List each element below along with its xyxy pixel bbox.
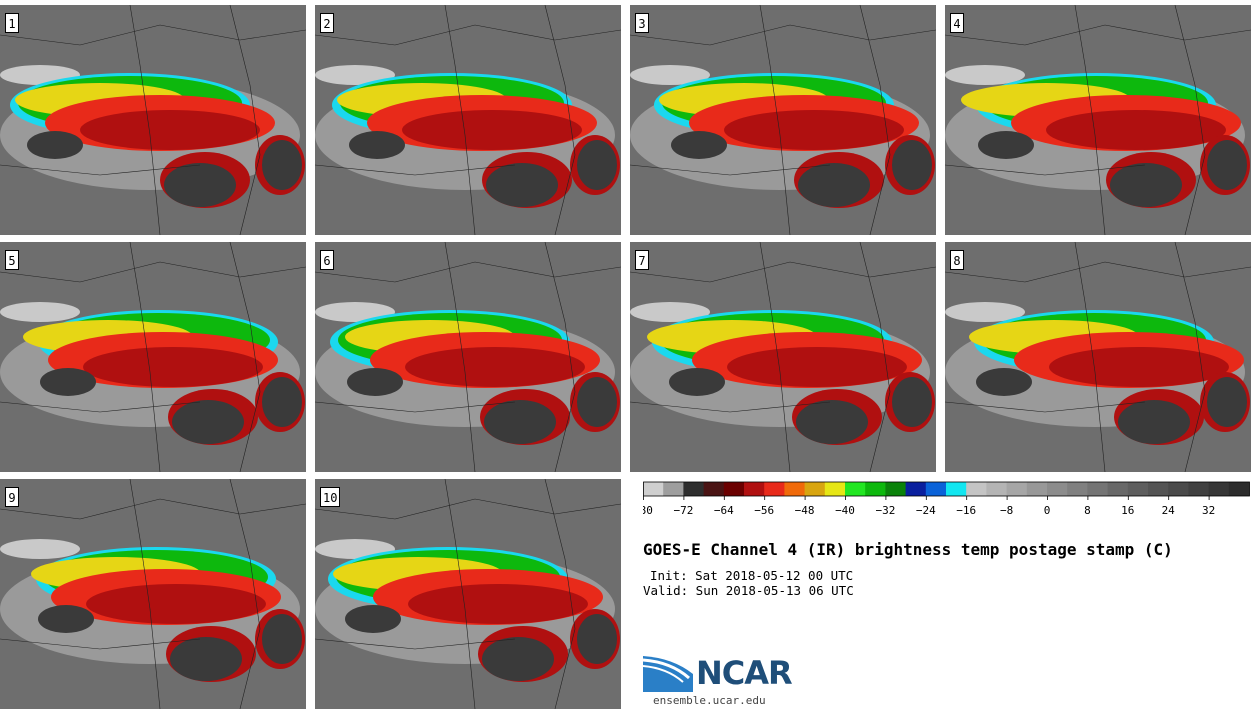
- colorbar-tick-label: −8: [1000, 504, 1013, 517]
- colorbar-outline: [643, 481, 1250, 497]
- satellite-map: [945, 5, 1251, 235]
- colorbar-tick-label: −80: [643, 504, 653, 517]
- satellite-map: [630, 242, 936, 472]
- colorbar-segment: [784, 482, 806, 496]
- colorbar-segment: [1067, 482, 1088, 496]
- colorbar-segment: [824, 482, 846, 496]
- colorbar-segment: [1087, 482, 1109, 496]
- satellite-map: [0, 242, 306, 472]
- satellite-map: [0, 5, 306, 235]
- colorbar-tick-label: −24: [916, 504, 936, 517]
- panel-label: 6: [320, 250, 334, 270]
- colorbar-segment: [865, 482, 886, 496]
- panel-label: 7: [635, 250, 649, 270]
- panel-7: 7: [630, 242, 936, 472]
- valid-time: Valid: Sun 2018-05-13 06 UTC: [643, 583, 854, 598]
- colorbar-tick-label: 16: [1121, 504, 1134, 517]
- panel-label: 2: [320, 13, 334, 33]
- panel-label: 5: [5, 250, 19, 270]
- panel-label: 8: [950, 250, 964, 270]
- colorbar-segment: [764, 482, 785, 496]
- colorbar-segment: [925, 482, 947, 496]
- satellite-map: [315, 5, 621, 235]
- satellite-map: [630, 5, 936, 235]
- colorbar-segment: [1107, 482, 1129, 496]
- satellite-map: [945, 242, 1251, 472]
- colorbar-tick-label: 24: [1162, 504, 1176, 517]
- colorbar-tick-label: −72: [673, 504, 693, 517]
- colorbar-segment: [723, 482, 745, 496]
- colorbar-segment: [663, 482, 684, 496]
- satellite-map: [0, 479, 306, 709]
- colorbar-segment: [946, 482, 967, 496]
- colorbar-tick-label: 32: [1202, 504, 1215, 517]
- init-time: Init: Sat 2018-05-12 00 UTC: [650, 568, 854, 583]
- colorbar-tick-label: 0: [1044, 504, 1051, 517]
- colorbar-segment: [1168, 482, 1189, 496]
- colorbar-tick-label: −16: [956, 504, 976, 517]
- panel-9: 9: [0, 479, 306, 709]
- ncar-logo-icon: [643, 656, 693, 692]
- logo-text: NCAR: [696, 654, 793, 692]
- panel-1: 1: [0, 5, 306, 235]
- chart-title: GOES-E Channel 4 (IR) brightness temp po…: [643, 540, 1173, 559]
- colorbar-segment: [986, 482, 1008, 496]
- site-url: ensemble.ucar.edu: [653, 694, 766, 707]
- colorbar-tick-label: 8: [1084, 504, 1091, 517]
- colorbar-segment: [1127, 482, 1149, 496]
- colorbar-segment: [744, 482, 765, 496]
- colorbar-tick-label: −48: [795, 504, 815, 517]
- colorbar-tick-label: −40: [835, 504, 855, 517]
- panel-label: 1: [5, 13, 19, 33]
- colorbar-segment: [905, 482, 927, 496]
- panel-6: 6: [315, 242, 621, 472]
- panel-5: 5: [0, 242, 306, 472]
- colorbar-segment: [804, 482, 826, 496]
- colorbar-segment: [1047, 482, 1068, 496]
- colorbar-segment: [845, 482, 866, 496]
- colorbar-segment: [1188, 482, 1210, 496]
- colorbar-segment: [1208, 482, 1230, 496]
- colorbar-segment: [885, 482, 907, 496]
- colorbar-segment: [683, 482, 705, 496]
- panel-3: 3: [630, 5, 936, 235]
- satellite-map: [315, 479, 621, 709]
- colorbar-segment: [1228, 482, 1250, 496]
- panel-label: 3: [635, 13, 649, 33]
- panel-10: 10: [315, 479, 621, 709]
- colorbar-segment: [703, 482, 725, 496]
- colorbar-segment: [1006, 482, 1028, 496]
- colorbar-tick-label: −56: [754, 504, 774, 517]
- colorbar-segment: [643, 482, 664, 496]
- panel-label: 10: [320, 487, 341, 507]
- colorbar-segment: [1026, 482, 1048, 496]
- panel-label: 9: [5, 487, 19, 507]
- panel-label: 4: [950, 13, 964, 33]
- colorbar-segment: [1148, 482, 1169, 496]
- colorbar-tick-label: −64: [714, 504, 734, 517]
- panel-8: 8: [945, 242, 1251, 472]
- panel-4: 4: [945, 5, 1251, 235]
- colorbar-segment: [966, 482, 987, 496]
- colorbar-tick-label: −32: [875, 504, 895, 517]
- panel-2: 2: [315, 5, 621, 235]
- satellite-map: [315, 242, 621, 472]
